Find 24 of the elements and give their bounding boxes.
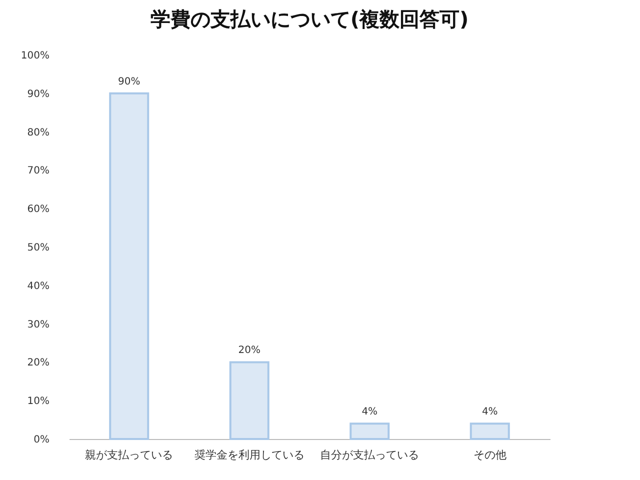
- x-tick-label: 自分が支払っている: [320, 448, 420, 462]
- y-tick-label: 40%: [27, 280, 50, 292]
- y-tick-label: 80%: [27, 127, 50, 138]
- y-tick-label: 30%: [27, 319, 50, 330]
- x-tick-label: 奨学金を利用している: [194, 448, 304, 462]
- y-tick-label: 90%: [27, 88, 50, 100]
- y-tick-label: 70%: [27, 166, 50, 177]
- bar: [109, 92, 150, 440]
- bar: [350, 422, 390, 440]
- data-label: 4%: [482, 406, 498, 418]
- bar: [470, 422, 510, 440]
- bar: [229, 361, 270, 440]
- y-tick-label: 20%: [27, 358, 50, 369]
- data-label: 20%: [238, 345, 260, 356]
- y-tick-label: 10%: [27, 396, 50, 408]
- y-tick-label: 60%: [27, 204, 50, 216]
- x-tick-label: 親が支払っている: [85, 448, 174, 462]
- data-label: 4%: [362, 406, 378, 418]
- x-tick-label: その他: [473, 448, 506, 462]
- data-label: 90%: [118, 76, 140, 88]
- y-tick-label: 100%: [20, 50, 50, 62]
- chart-title: 学費の支払いについて(複数回答可): [150, 7, 469, 31]
- y-tick-label: 50%: [27, 242, 50, 254]
- y-tick-label: 0%: [34, 434, 50, 446]
